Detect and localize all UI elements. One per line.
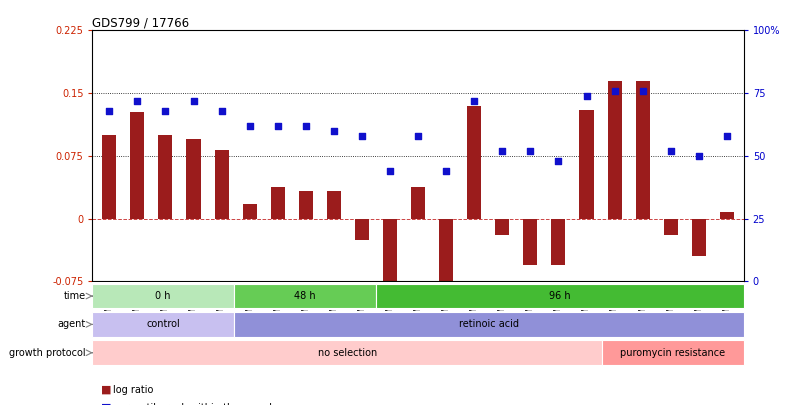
Bar (523, 219, 536, 265)
Text: ■: ■ (100, 403, 111, 405)
Bar (271, 187, 284, 219)
Point (411, 132, 424, 139)
Bar (579, 110, 593, 219)
Point (719, 132, 732, 139)
Point (495, 148, 508, 154)
Bar (607, 81, 621, 219)
Point (355, 132, 368, 139)
Point (383, 168, 396, 174)
Bar (601, 340, 743, 365)
Text: percentile rank within the sample: percentile rank within the sample (112, 403, 277, 405)
Bar (158, 135, 173, 219)
Bar (719, 212, 733, 219)
Point (607, 87, 620, 94)
Text: growth protocol: growth protocol (10, 348, 86, 358)
Text: no selection: no selection (317, 348, 377, 358)
Bar (243, 204, 256, 219)
Text: puromycin resistance: puromycin resistance (620, 348, 724, 358)
Text: time: time (63, 291, 86, 301)
Point (579, 92, 592, 99)
Bar (495, 219, 508, 235)
Text: GDS799 / 17766: GDS799 / 17766 (92, 16, 190, 29)
Bar (234, 312, 743, 337)
Bar (186, 139, 200, 219)
Bar (299, 191, 312, 219)
Bar (130, 111, 145, 219)
Bar (438, 219, 453, 315)
Text: 0 h: 0 h (155, 291, 171, 301)
Point (271, 123, 283, 129)
Text: ■: ■ (100, 385, 111, 395)
Point (663, 148, 676, 154)
Text: 96 h: 96 h (548, 291, 570, 301)
Point (215, 107, 228, 114)
Point (467, 98, 480, 104)
Bar (467, 106, 481, 219)
Point (159, 107, 172, 114)
Point (635, 87, 648, 94)
Text: control: control (146, 320, 180, 329)
Point (243, 123, 256, 129)
Point (439, 168, 452, 174)
Point (103, 107, 116, 114)
Text: 48 h: 48 h (294, 291, 316, 301)
Bar (92, 312, 234, 337)
Point (327, 128, 340, 134)
Bar (354, 219, 369, 240)
Point (691, 153, 704, 159)
Text: agent: agent (58, 320, 86, 329)
Bar (691, 219, 705, 256)
Bar (214, 150, 228, 219)
Bar (635, 81, 649, 219)
Point (131, 98, 144, 104)
Bar (551, 219, 565, 265)
Bar (410, 187, 425, 219)
Bar (375, 284, 743, 309)
Point (299, 123, 312, 129)
Point (552, 158, 565, 164)
Bar (92, 340, 601, 365)
Bar (662, 219, 677, 235)
Point (187, 98, 200, 104)
Bar (234, 284, 375, 309)
Text: retinoic acid: retinoic acid (459, 320, 518, 329)
Bar (102, 135, 116, 219)
Point (524, 148, 536, 154)
Bar (382, 219, 397, 294)
Text: log ratio: log ratio (112, 385, 153, 395)
Bar (327, 191, 340, 219)
Bar (92, 284, 234, 309)
